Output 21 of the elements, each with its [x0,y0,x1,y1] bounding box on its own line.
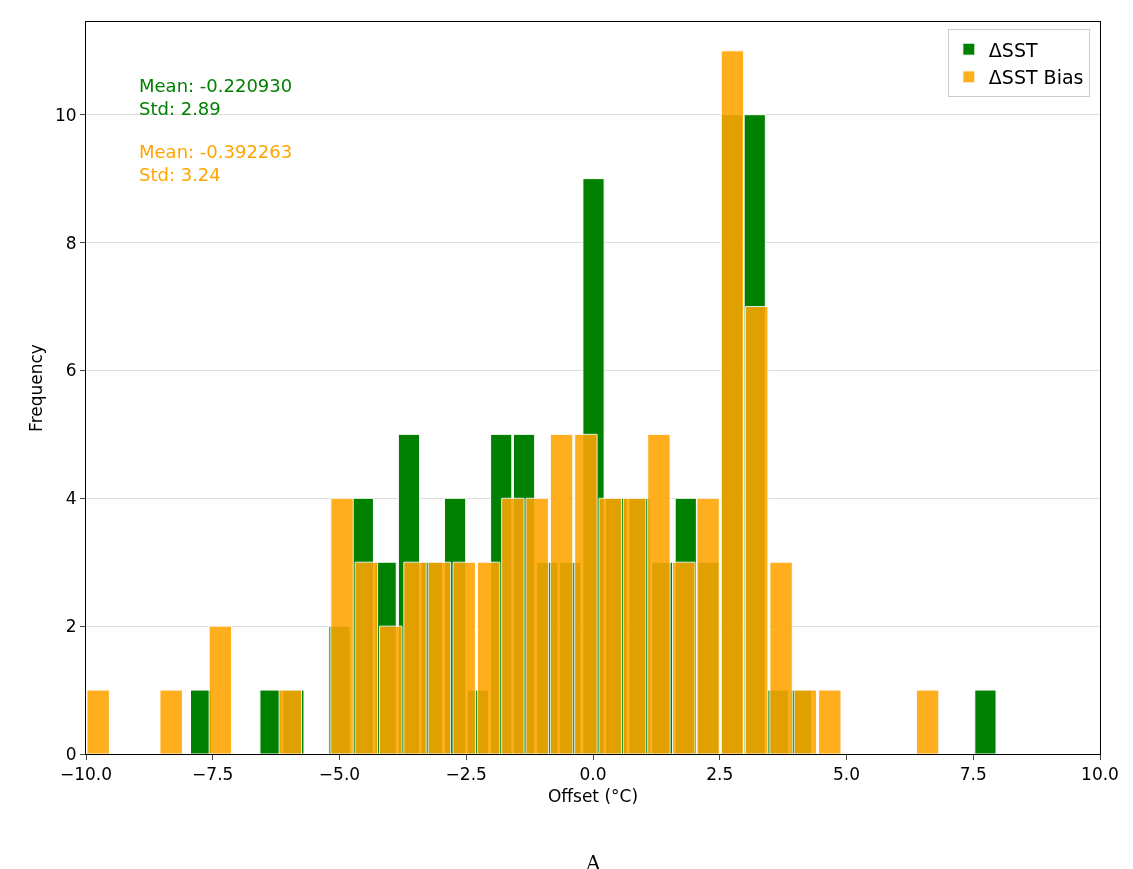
annotation: Mean: -0.392263 Std: 3.24 [139,141,293,186]
y-tick-label: 2 [65,616,77,637]
y-tick-label: 6 [65,360,77,381]
annotation: Mean: -0.220930 Std: 2.89 [139,75,293,120]
legend-label: ΔSST [988,38,1038,61]
y-tick-label: 10 [54,104,77,125]
x-tick-label: 7.5 [959,764,987,785]
legend-label: ΔSST Bias [988,66,1084,89]
x-tick-label: 2.5 [706,764,734,785]
x-tick-label: 10.0 [1081,764,1119,785]
x-tick-label: −2.5 [445,764,487,785]
x-tick-label: 5.0 [832,764,861,785]
y-tick-label: 4 [65,488,77,509]
x-axis-title: Offset (°C) [547,785,639,806]
x-tick-label: −7.5 [192,764,234,785]
x-tick-label: 0.0 [579,764,607,785]
y-tick-label: 0 [65,743,77,764]
x-tick-label: −10.0 [59,764,113,785]
x-tick-label: −5.0 [318,764,361,785]
y-axis-title: Frequency [25,344,46,432]
y-tick-label: 8 [65,232,77,253]
